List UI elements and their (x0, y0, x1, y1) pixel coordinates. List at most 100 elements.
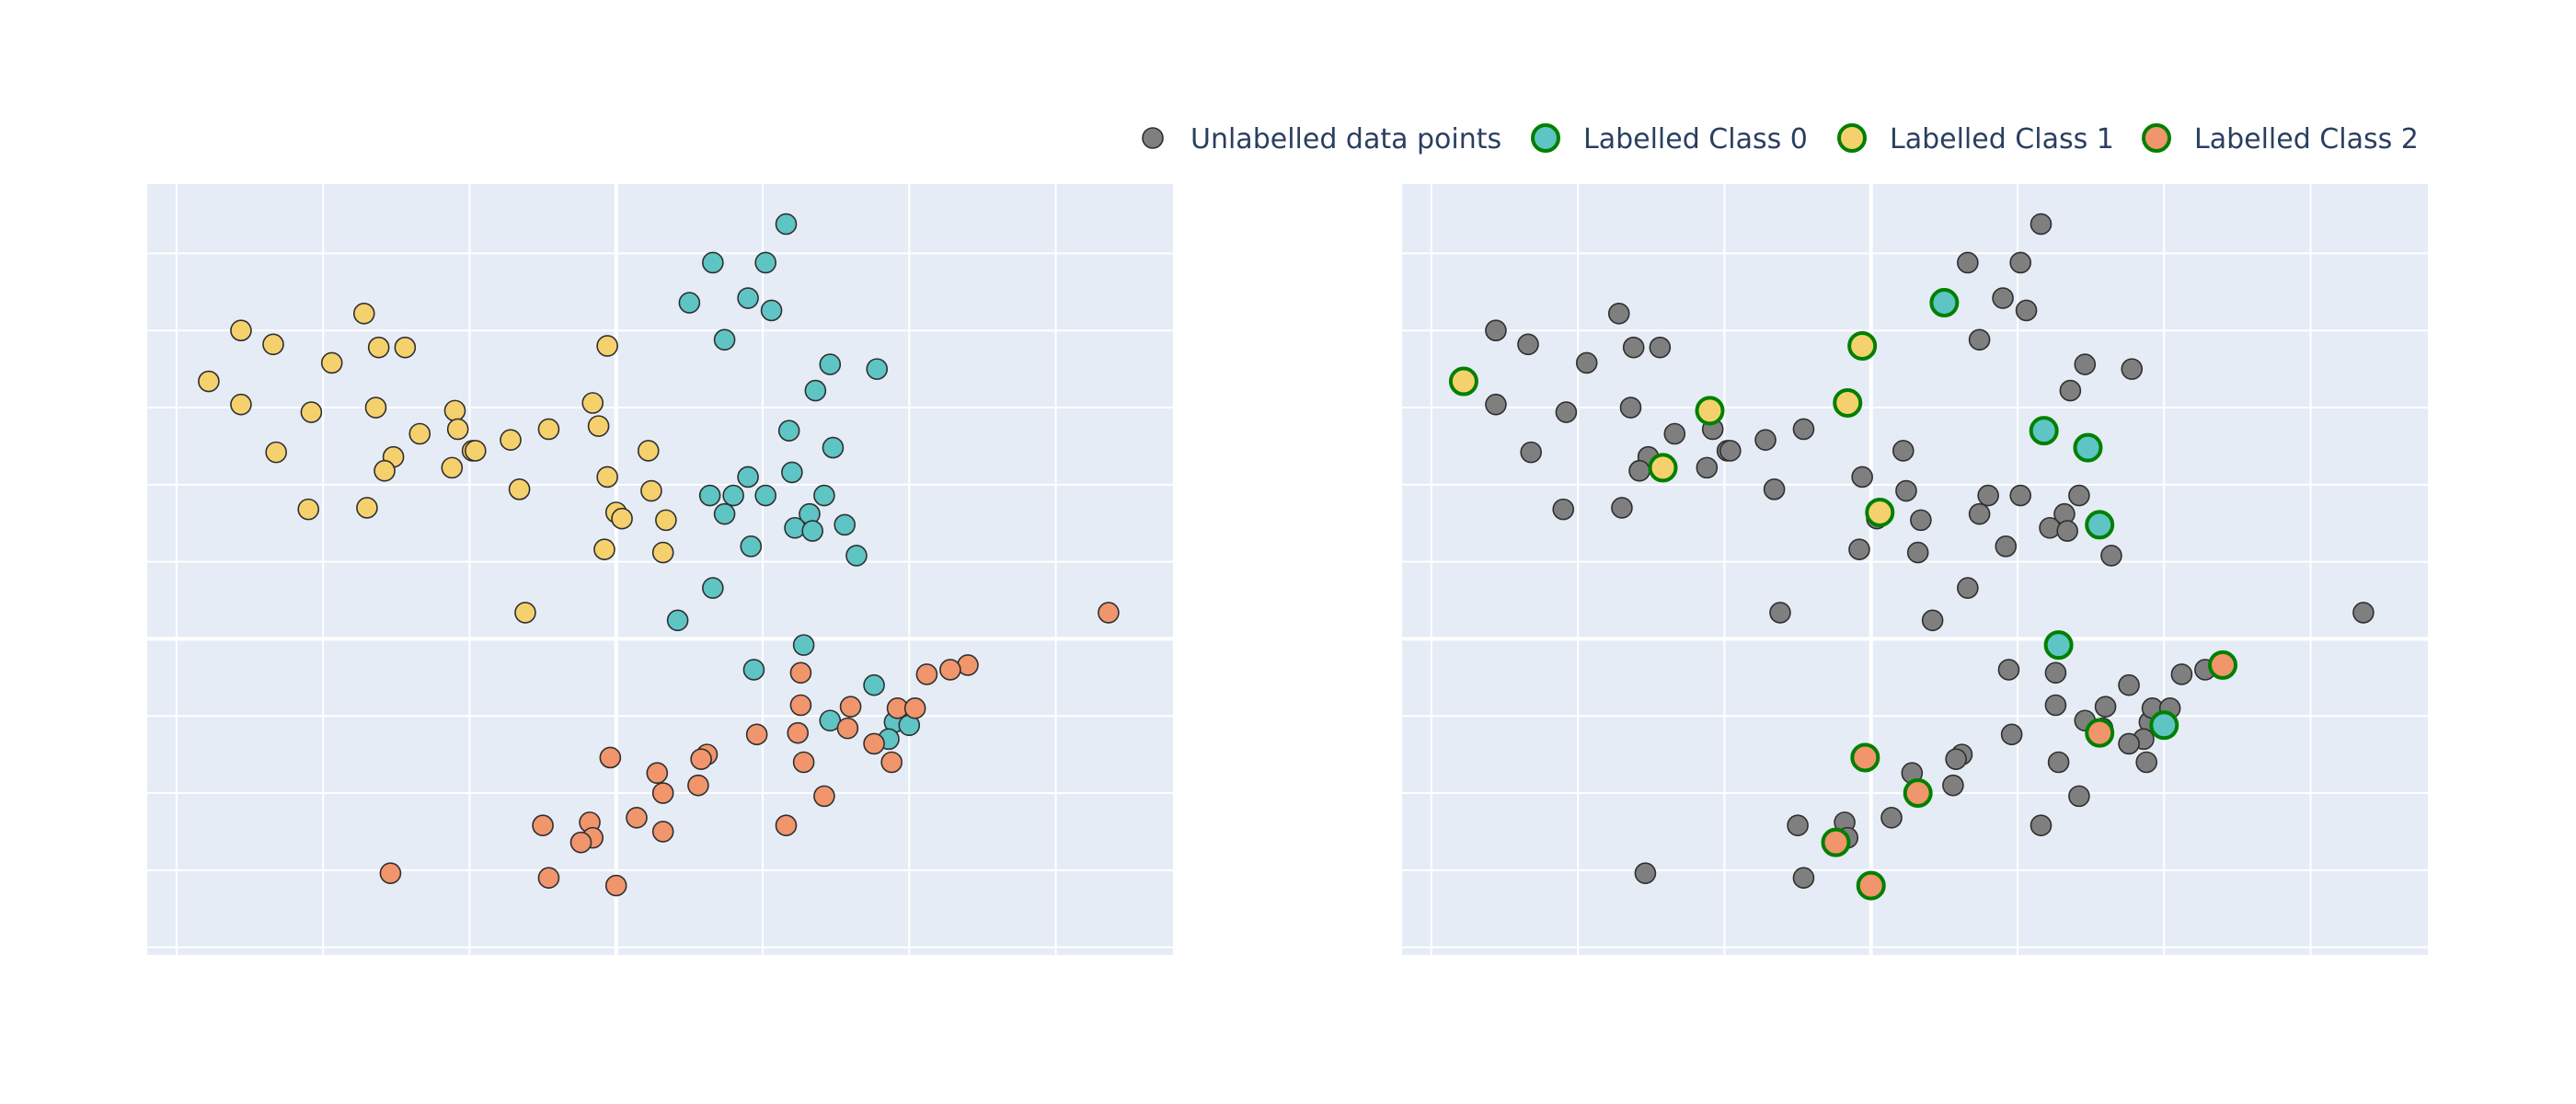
data-point[interactable] (230, 393, 252, 416)
data-point[interactable] (789, 694, 812, 717)
data-point[interactable] (508, 478, 531, 500)
data-point[interactable] (2029, 416, 2059, 446)
data-point[interactable] (775, 213, 798, 236)
data-point[interactable] (1910, 509, 1932, 532)
data-point[interactable] (514, 602, 536, 624)
data-point[interactable] (834, 513, 857, 536)
data-point[interactable] (1929, 288, 1960, 318)
data-point[interactable] (915, 663, 938, 685)
data-point[interactable] (836, 717, 859, 740)
data-point[interactable] (1856, 870, 1886, 901)
data-point[interactable] (441, 456, 464, 479)
data-point[interactable] (1968, 502, 1991, 525)
data-point[interactable] (1865, 497, 1895, 527)
data-point[interactable] (587, 415, 610, 437)
data-point[interactable] (1648, 453, 1678, 483)
data-point[interactable] (1892, 440, 1915, 462)
data-point[interactable] (713, 502, 736, 525)
data-point[interactable] (801, 520, 823, 542)
data-point[interactable] (2149, 710, 2179, 741)
data-point[interactable] (1851, 466, 1873, 489)
data-point[interactable] (1945, 748, 1967, 770)
data-point[interactable] (742, 659, 765, 681)
data-point[interactable] (651, 821, 674, 843)
data-point[interactable] (1607, 302, 1630, 325)
data-point[interactable] (1552, 498, 1575, 521)
data-point[interactable] (1787, 814, 1809, 837)
data-point[interactable] (737, 466, 759, 489)
data-point[interactable] (651, 782, 674, 804)
data-point[interactable] (678, 292, 701, 314)
data-point[interactable] (1628, 459, 1650, 482)
data-point[interactable] (1763, 478, 1786, 500)
data-point[interactable] (2208, 650, 2237, 680)
data-point[interactable] (593, 538, 615, 561)
data-point[interactable] (2009, 484, 2031, 507)
data-point[interactable] (1619, 397, 1642, 419)
data-point[interactable] (2118, 732, 2140, 755)
data-point[interactable] (2085, 510, 2115, 540)
data-point[interactable] (822, 436, 845, 459)
data-point[interactable] (863, 732, 885, 755)
data-point[interactable] (1848, 538, 1870, 561)
data-point[interactable] (2085, 718, 2115, 748)
data-point[interactable] (2015, 299, 2038, 322)
data-point[interactable] (1555, 401, 1578, 423)
data-point[interactable] (2094, 696, 2117, 718)
data-point[interactable] (2059, 379, 2082, 402)
legend[interactable]: Unlabelled data points Labelled Class 0 La… (1142, 123, 2419, 155)
data-point[interactable] (1485, 393, 1507, 416)
data-point[interactable] (1821, 827, 1851, 857)
data-point[interactable] (784, 516, 806, 539)
data-point[interactable] (1957, 577, 1979, 599)
data-point[interactable] (646, 762, 669, 785)
data-point[interactable] (537, 867, 560, 890)
data-point[interactable] (265, 441, 287, 464)
data-point[interactable] (1880, 807, 1903, 829)
data-point[interactable] (1847, 330, 1878, 361)
data-point[interactable] (1517, 333, 1539, 356)
data-point[interactable] (320, 351, 343, 374)
data-point[interactable] (1903, 778, 1933, 809)
data-point[interactable] (537, 418, 560, 441)
data-point[interactable] (198, 370, 220, 393)
data-point[interactable] (262, 333, 284, 356)
data-point[interactable] (781, 461, 803, 484)
data-point[interactable] (1634, 862, 1657, 884)
data-point[interactable] (367, 336, 390, 359)
data-point[interactable] (754, 251, 776, 274)
data-point[interactable] (1695, 396, 1725, 426)
data-point[interactable] (2000, 723, 2023, 746)
data-point[interactable] (2044, 694, 2067, 717)
data-point[interactable] (740, 535, 763, 558)
data-point[interactable] (666, 609, 689, 632)
data-point[interactable] (1663, 422, 1686, 445)
data-point[interactable] (2068, 484, 2090, 507)
data-point[interactable] (690, 748, 712, 770)
data-point[interactable] (1895, 479, 1917, 502)
data-point[interactable] (655, 509, 677, 532)
data-point[interactable] (364, 397, 387, 419)
data-point[interactable] (596, 335, 618, 357)
data-point[interactable] (1622, 336, 1645, 359)
data-point[interactable] (1098, 602, 1120, 624)
data-point[interactable] (379, 862, 402, 884)
data-point[interactable] (443, 399, 466, 422)
legend-item[interactable]: Labelled Class 1 (1837, 123, 2114, 155)
data-point[interactable] (640, 479, 662, 502)
data-point[interactable] (1921, 609, 1944, 632)
scatter-plot-right[interactable] (1402, 184, 2428, 955)
data-point[interactable] (1520, 441, 1542, 464)
data-point[interactable] (2100, 545, 2122, 567)
data-point[interactable] (792, 634, 815, 656)
data-point[interactable] (866, 358, 889, 380)
data-point[interactable] (1992, 287, 2014, 309)
data-point[interactable] (789, 661, 812, 684)
data-point[interactable] (1995, 535, 2018, 558)
data-point[interactable] (2074, 353, 2097, 375)
data-point[interactable] (637, 440, 660, 462)
data-point[interactable] (1769, 602, 1791, 624)
data-point[interactable] (1792, 867, 1815, 890)
data-point[interactable] (2056, 520, 2078, 542)
data-point[interactable] (1792, 418, 1815, 441)
